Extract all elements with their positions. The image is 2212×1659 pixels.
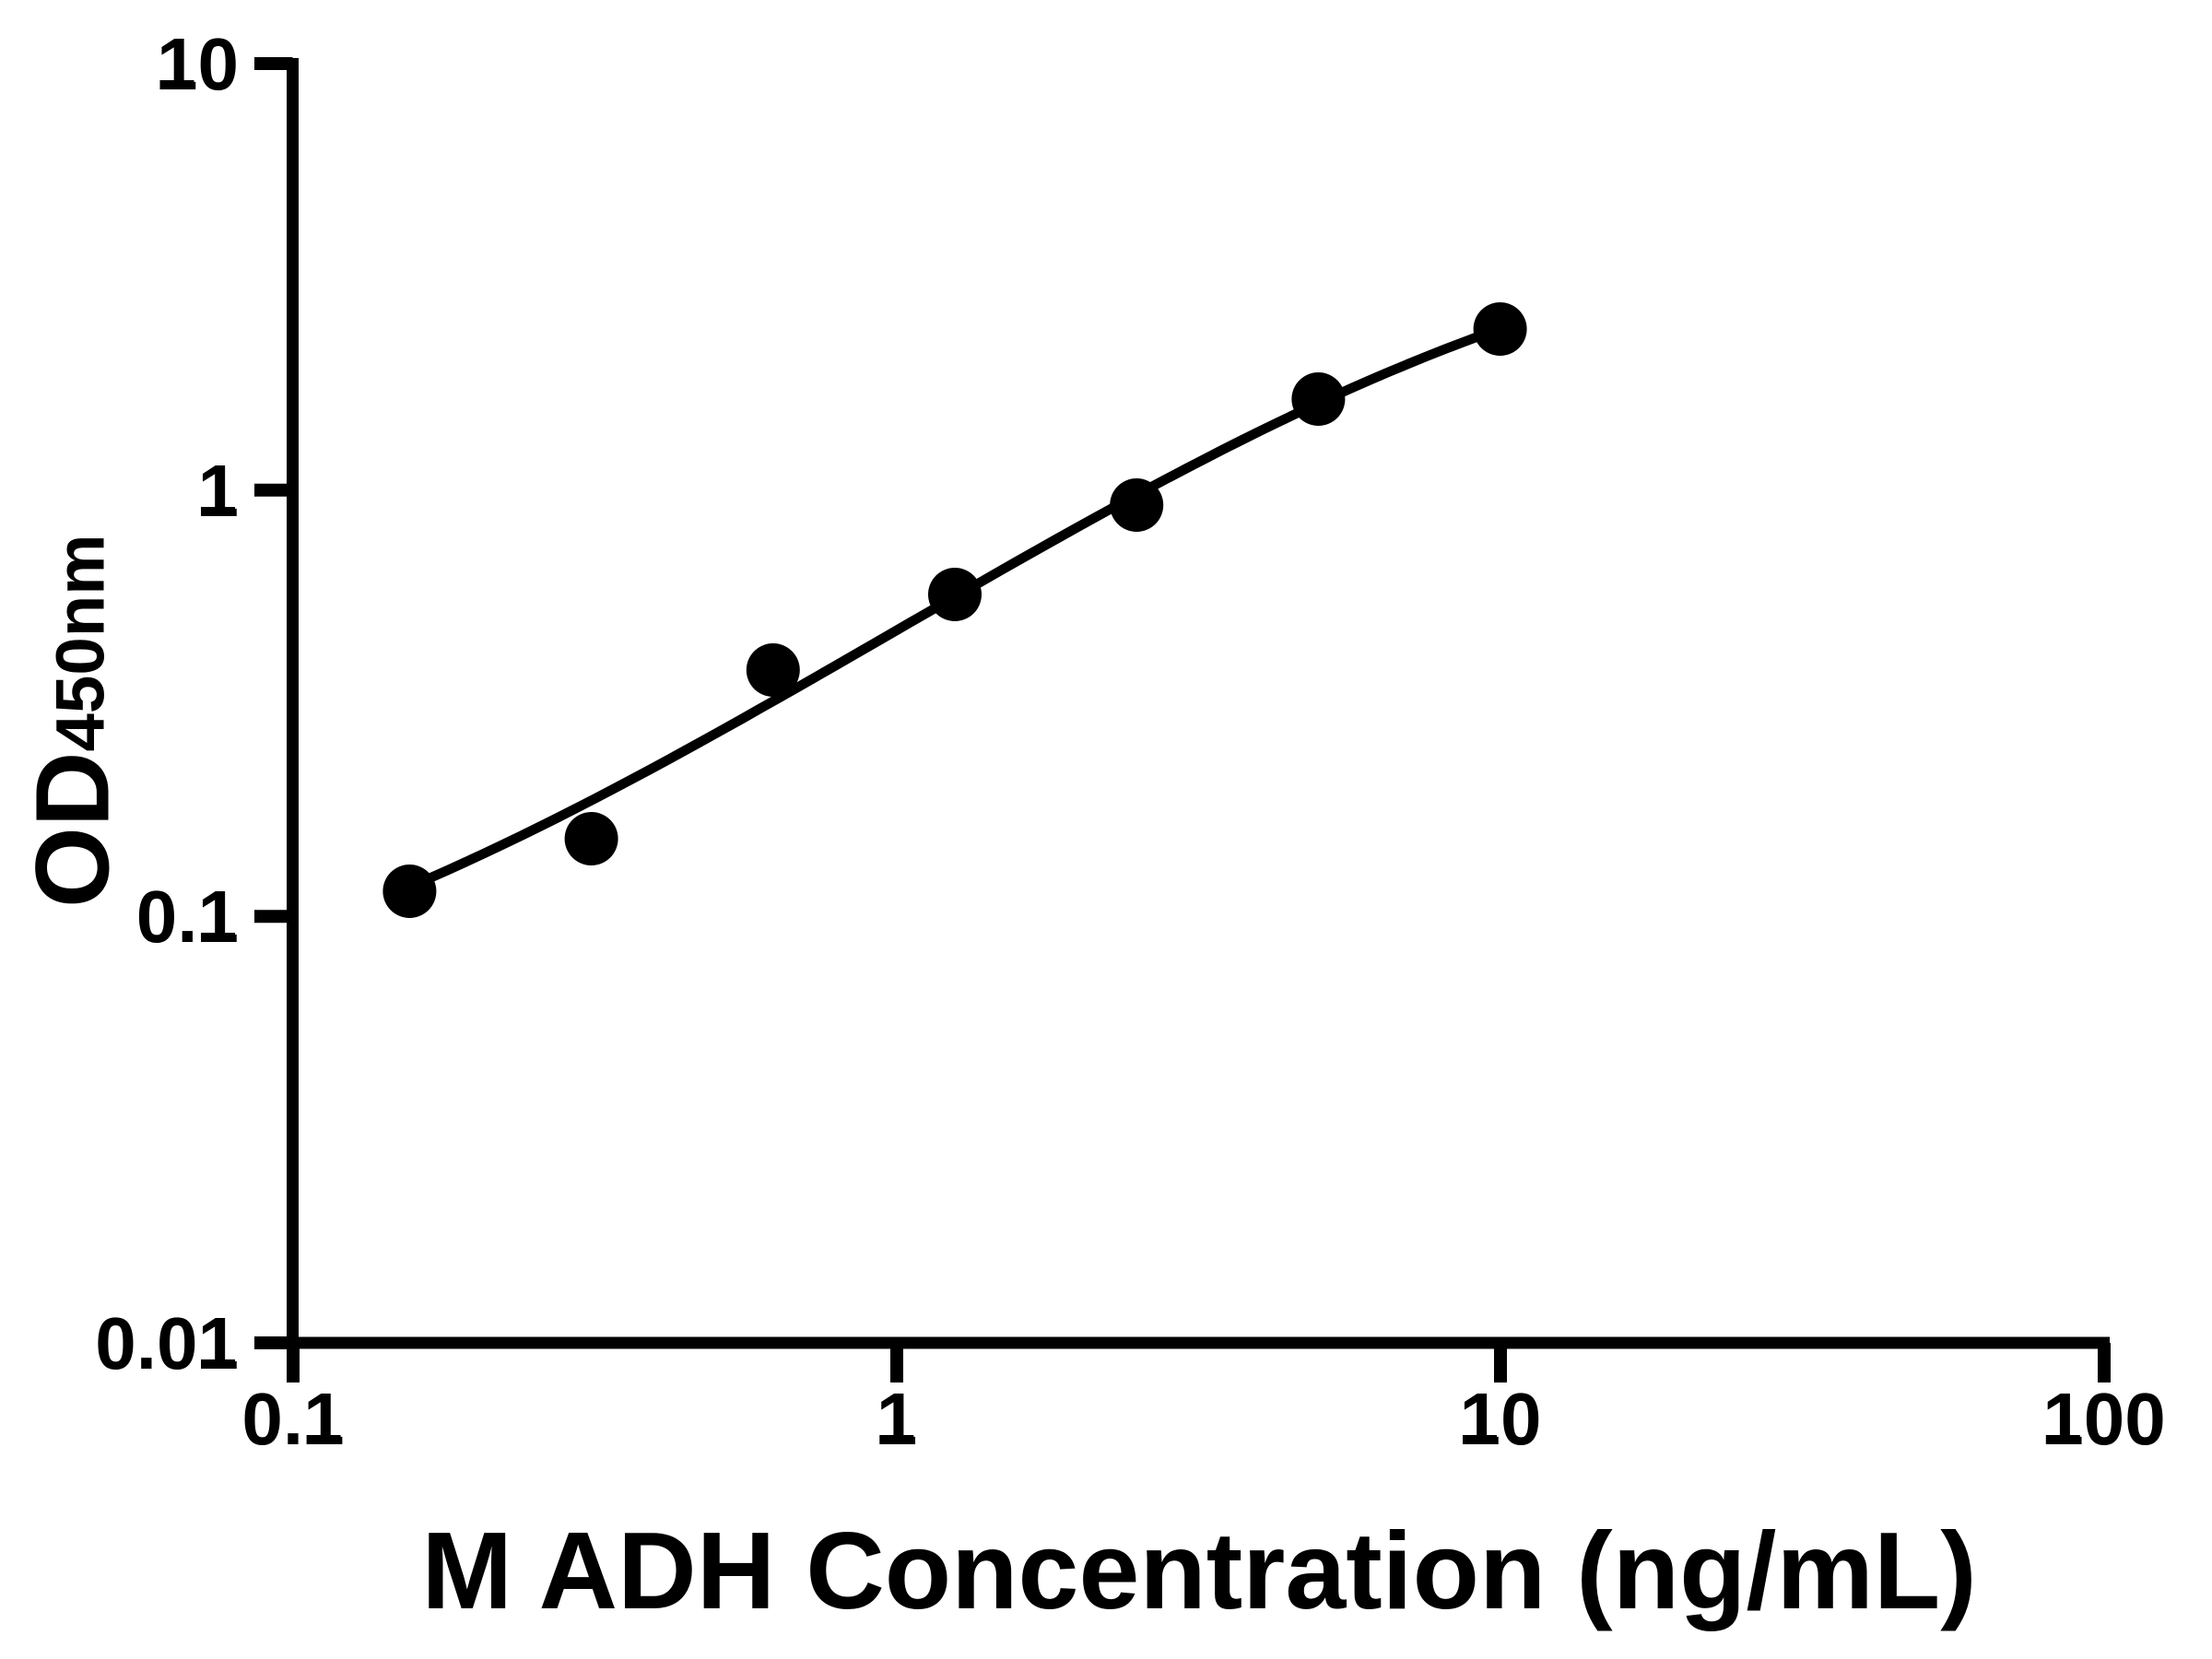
svg-text:0.01: 0.01 (95, 1302, 239, 1384)
svg-text:1: 1 (877, 1378, 918, 1460)
svg-text:10: 10 (1460, 1378, 1542, 1460)
svg-text:0.1: 0.1 (136, 876, 239, 958)
svg-text:10: 10 (157, 23, 239, 105)
svg-text:M ADH Concentration (ng/mL): M ADH Concentration (ng/mL) (421, 1511, 1976, 1632)
svg-text:0.1: 0.1 (241, 1378, 344, 1460)
svg-text:100: 100 (2042, 1378, 2165, 1460)
svg-text:1: 1 (198, 450, 240, 532)
